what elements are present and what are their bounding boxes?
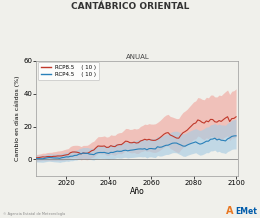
Text: EMet: EMet (235, 207, 257, 216)
Legend: RCP8.5    ( 10 ), RCP4.5    ( 10 ): RCP8.5 ( 10 ), RCP4.5 ( 10 ) (38, 62, 99, 80)
Text: A: A (226, 206, 234, 216)
Text: © Agencia Estatal de Meteorología: © Agencia Estatal de Meteorología (3, 212, 65, 216)
Title: ANUAL: ANUAL (125, 54, 149, 60)
Y-axis label: Cambio en días cálidos (%): Cambio en días cálidos (%) (15, 75, 21, 161)
Text: CANTÁBRICO ORIENTAL: CANTÁBRICO ORIENTAL (71, 2, 189, 11)
X-axis label: Año: Año (130, 187, 145, 196)
